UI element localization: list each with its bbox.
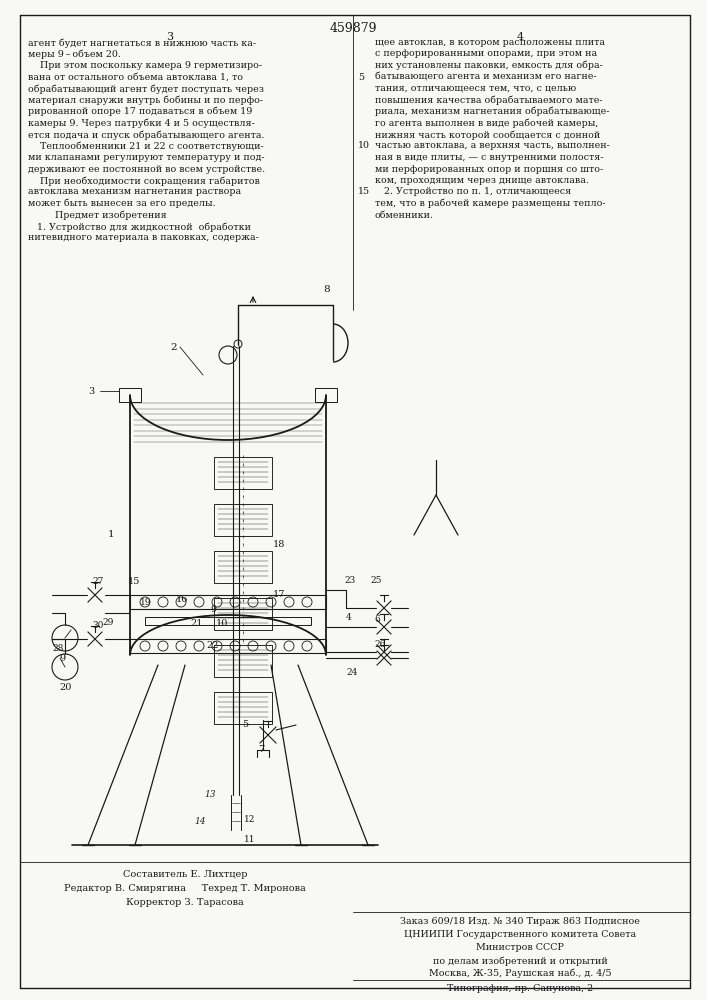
Text: 21: 21 <box>190 619 202 628</box>
Text: 19: 19 <box>140 598 151 607</box>
Text: 5: 5 <box>358 73 364 82</box>
Text: меры 9 – объем 20.: меры 9 – объем 20. <box>28 49 121 59</box>
Text: 8: 8 <box>323 285 329 294</box>
Text: 2. Устройство по п. 1, отличающееся: 2. Устройство по п. 1, отличающееся <box>375 188 571 196</box>
Text: ная в виде плиты, — с внутренними полостя-: ная в виде плиты, — с внутренними полост… <box>375 153 604 162</box>
Text: частью автоклава, а верхняя часть, выполнен-: частью автоклава, а верхняя часть, выпол… <box>375 141 610 150</box>
Text: тем, что в рабочей камере размещены тепло-: тем, что в рабочей камере размещены тепл… <box>375 199 606 209</box>
Bar <box>214 692 272 724</box>
Text: по делам изобретений и открытий: по делам изобретений и открытий <box>433 956 607 966</box>
Text: батывающего агента и механизм его нагне-: батывающего агента и механизм его нагне- <box>375 73 597 82</box>
Text: 25: 25 <box>370 576 382 585</box>
Bar <box>145 617 311 625</box>
Text: 4: 4 <box>346 613 352 622</box>
Text: 4: 4 <box>516 32 524 42</box>
Text: Теплообменники 21 и 22 с соответствующи-: Теплообменники 21 и 22 с соответствующи- <box>28 141 264 151</box>
Bar <box>315 388 337 402</box>
Text: 28: 28 <box>52 644 64 653</box>
Text: 9: 9 <box>59 654 65 663</box>
Text: 5: 5 <box>242 720 248 729</box>
Text: 1: 1 <box>108 530 115 539</box>
Text: 15: 15 <box>128 577 141 586</box>
Text: 10: 10 <box>216 619 228 628</box>
Text: 26: 26 <box>374 640 385 649</box>
Text: Заказ 609/18 Изд. № 340 Тираж 863 Подписное: Заказ 609/18 Изд. № 340 Тираж 863 Подпис… <box>400 917 640 926</box>
Text: обменники.: обменники. <box>375 211 434 220</box>
Text: держивают ее постоянной во всем устройстве.: держивают ее постоянной во всем устройст… <box>28 164 265 174</box>
Text: 17: 17 <box>273 590 286 599</box>
Text: 7: 7 <box>258 745 264 754</box>
Text: 22: 22 <box>206 641 218 650</box>
Text: Москва, Ж-35, Раушская наб., д. 4/5: Москва, Ж-35, Раушская наб., д. 4/5 <box>428 969 612 978</box>
Text: 30: 30 <box>92 621 103 630</box>
Bar <box>214 598 272 630</box>
Text: может быть вынесен за его пределы.: может быть вынесен за его пределы. <box>28 199 216 209</box>
Text: с перфорированными опорами, при этом на: с перфорированными опорами, при этом на <box>375 49 597 58</box>
Bar <box>130 639 326 653</box>
Text: 9: 9 <box>210 605 216 614</box>
Text: 3: 3 <box>166 32 173 42</box>
Text: щее автоклав, в котором расположены плита: щее автоклав, в котором расположены плит… <box>375 38 605 47</box>
Text: ЦНИИПИ Государственного комитета Совета: ЦНИИПИ Государственного комитета Совета <box>404 930 636 939</box>
Text: 15: 15 <box>358 188 370 196</box>
Text: Министров СССР: Министров СССР <box>476 943 564 952</box>
Text: 11: 11 <box>244 835 255 844</box>
Text: Типография, пр. Сапунова, 2: Типография, пр. Сапунова, 2 <box>447 984 593 993</box>
Text: обрабатывающий агент будет поступать через: обрабатывающий агент будет поступать чер… <box>28 84 264 94</box>
Text: материал снаружи внутрь бобины и по перфо-: материал снаружи внутрь бобины и по перф… <box>28 96 263 105</box>
Text: ми перфорированных опор и поршня со што-: ми перфорированных опор и поршня со што- <box>375 164 603 174</box>
Text: 459879: 459879 <box>329 22 377 35</box>
Text: повышения качества обрабатываемого мате-: повышения качества обрабатываемого мате- <box>375 96 602 105</box>
Text: 12: 12 <box>244 815 255 824</box>
Text: нитевидного материала в паковках, содержа-: нитевидного материала в паковках, содерж… <box>28 233 259 242</box>
Text: го агента выполнен в виде рабочей камеры,: го агента выполнен в виде рабочей камеры… <box>375 118 598 128</box>
Bar <box>214 551 272 583</box>
Text: 24: 24 <box>346 668 357 677</box>
Text: 23: 23 <box>344 576 355 585</box>
Text: агент будет нагнетаться в нижнюю часть ка-: агент будет нагнетаться в нижнюю часть к… <box>28 38 256 47</box>
Text: рированной опоре 17 подаваться в объем 19: рированной опоре 17 подаваться в объем 1… <box>28 107 252 116</box>
Text: 29: 29 <box>102 618 113 627</box>
Text: 14: 14 <box>194 817 206 826</box>
Text: Предмет изобретения: Предмет изобретения <box>28 211 167 220</box>
Text: 27: 27 <box>92 577 103 586</box>
Text: 13: 13 <box>204 790 216 799</box>
Text: Редактор В. Смирягина     Техред Т. Миронова: Редактор В. Смирягина Техред Т. Миронова <box>64 884 306 893</box>
Text: ком, проходящим через днище автоклава.: ком, проходящим через днище автоклава. <box>375 176 589 185</box>
Text: тания, отличающееся тем, что, с целью: тания, отличающееся тем, что, с целью <box>375 84 576 93</box>
Bar <box>214 645 272 677</box>
Text: 1. Устройство для жидкостной  обработки: 1. Устройство для жидкостной обработки <box>28 222 251 232</box>
Text: ется подача и спуск обрабатывающего агента.: ется подача и спуск обрабатывающего аген… <box>28 130 264 139</box>
Text: нижняя часть которой сообщается с донной: нижняя часть которой сообщается с донной <box>375 130 600 139</box>
Text: 16: 16 <box>176 595 188 604</box>
Text: Составитель Е. Лихтцер: Составитель Е. Лихтцер <box>123 870 247 879</box>
Text: автоклава механизм нагнетания раствора: автоклава механизм нагнетания раствора <box>28 188 241 196</box>
Text: При этом поскольку камера 9 герметизиро-: При этом поскольку камера 9 герметизиро- <box>28 61 262 70</box>
Text: 6: 6 <box>374 615 380 624</box>
Text: камеры 9. Через патрубки 4 и 5 осуществля-: камеры 9. Через патрубки 4 и 5 осуществл… <box>28 118 255 128</box>
Text: ми клапанами регулируют температуру и под-: ми клапанами регулируют температуру и по… <box>28 153 264 162</box>
Bar <box>130 595 326 609</box>
Text: При необходимости сокращения габаритов: При необходимости сокращения габаритов <box>28 176 260 186</box>
Text: 20: 20 <box>59 683 71 692</box>
Text: риала, механизм нагнетания обрабатывающе-: риала, механизм нагнетания обрабатывающе… <box>375 107 609 116</box>
Text: 3: 3 <box>88 387 94 396</box>
Bar <box>119 388 141 402</box>
Text: 10: 10 <box>358 141 370 150</box>
Text: 2: 2 <box>170 343 177 352</box>
Bar <box>214 504 272 536</box>
Text: Корректор З. Тарасова: Корректор З. Тарасова <box>126 898 244 907</box>
Text: вана от остального объема автоклава 1, то: вана от остального объема автоклава 1, т… <box>28 73 243 82</box>
Text: 18: 18 <box>273 540 286 549</box>
Text: них установлены паковки, емкость для обра-: них установлены паковки, емкость для обр… <box>375 61 603 70</box>
Bar <box>214 457 272 489</box>
